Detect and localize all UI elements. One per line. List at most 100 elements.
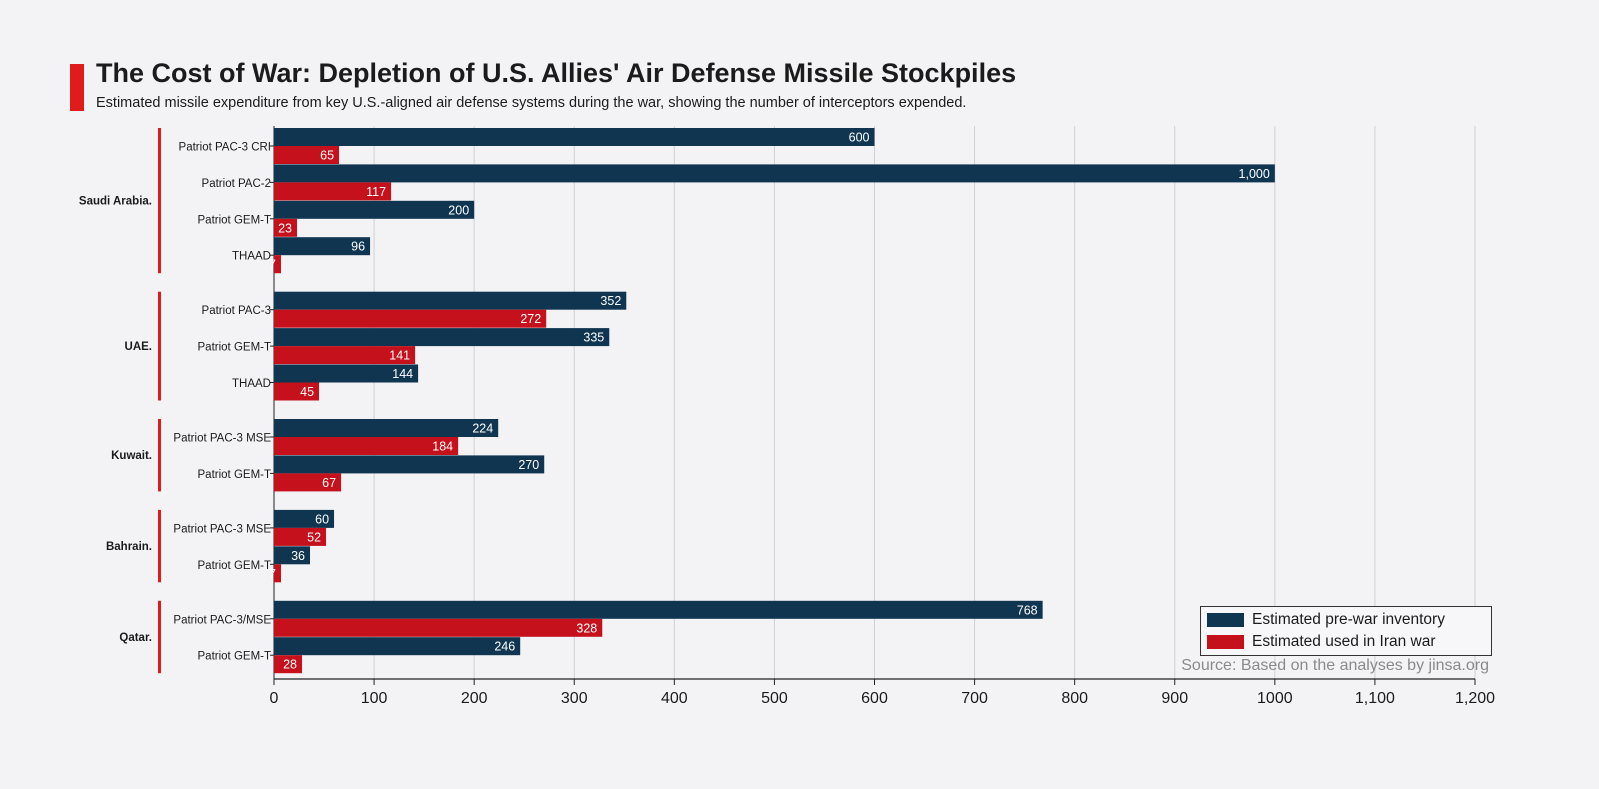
legend-label-inventory: Estimated pre-war inventory xyxy=(1252,611,1445,628)
system-label: Patriot GEM-T xyxy=(198,214,271,226)
system-label: THAAD xyxy=(232,251,271,263)
system-label: Patriot PAC-3 CRI xyxy=(179,142,271,154)
data-label-inventory: 224 xyxy=(472,422,493,436)
bar-used xyxy=(274,473,342,492)
group-bracket xyxy=(158,291,161,401)
bar-used xyxy=(274,146,340,164)
data-label-inventory: 335 xyxy=(583,331,604,345)
bar-used xyxy=(274,309,547,328)
data-label-used: 328 xyxy=(576,621,597,635)
bar-inventory xyxy=(274,364,419,383)
system-label: Patriot GEM-T xyxy=(198,560,271,572)
bar-inventory xyxy=(274,546,311,565)
chart-title: The Cost of War: Depletion of U.S. Allie… xyxy=(96,58,1017,88)
bar-used xyxy=(274,255,282,274)
data-label-used: 67 xyxy=(322,476,336,490)
data-label-used: 272 xyxy=(520,312,541,326)
bar-used xyxy=(274,382,320,401)
data-label-used: 23 xyxy=(278,221,292,235)
data-label-used: 7 xyxy=(269,567,276,581)
data-label-used: 45 xyxy=(300,385,314,399)
x-tick-label: 500 xyxy=(761,690,788,707)
bar-used xyxy=(274,618,603,637)
system-label: THAAD xyxy=(232,378,271,390)
data-label-used: 117 xyxy=(366,185,386,199)
title-accent-bar xyxy=(70,64,84,111)
country-label: UAE. xyxy=(125,341,152,353)
bar-used xyxy=(274,564,282,583)
data-label-inventory: 96 xyxy=(351,240,365,254)
bar-used xyxy=(274,655,303,674)
legend-swatch-inventory xyxy=(1207,613,1244,627)
bar-inventory xyxy=(274,419,499,437)
data-label-inventory: 600 xyxy=(849,131,870,145)
system-label: Patriot GEM-T xyxy=(198,469,271,481)
system-label: Patriot PAC-3 xyxy=(202,305,271,317)
system-label: Patriot PAC-2 xyxy=(202,178,271,190)
x-tick-label: 300 xyxy=(561,690,588,707)
group-bracket xyxy=(158,509,161,583)
data-label-used: 52 xyxy=(307,530,321,544)
x-tick-label: 400 xyxy=(661,690,688,707)
data-label-used: 7 xyxy=(269,258,276,272)
data-label-used: 65 xyxy=(320,149,334,163)
x-tick-label: 100 xyxy=(361,690,388,707)
bar-inventory xyxy=(274,600,1043,619)
bar-used xyxy=(274,527,327,546)
bar-used xyxy=(274,182,392,201)
x-tick-label: 700 xyxy=(961,690,988,707)
data-label-inventory: 36 xyxy=(291,549,305,563)
country-label: Saudi Arabia. xyxy=(79,196,152,208)
system-label: Patriot PAC-3 MSE xyxy=(173,433,271,445)
group-bracket xyxy=(158,419,161,492)
data-label-inventory: 246 xyxy=(494,640,515,654)
system-label: Patriot PAC-3/MSE xyxy=(173,614,271,626)
data-label-used: 184 xyxy=(432,440,453,454)
country-label: Bahrain. xyxy=(106,541,152,553)
x-tick-label: 1,200 xyxy=(1455,690,1495,707)
bar-inventory xyxy=(274,455,545,474)
bar-inventory xyxy=(274,509,335,528)
system-label: Patriot GEM-T xyxy=(198,651,271,663)
data-label-inventory: 352 xyxy=(600,294,621,308)
data-label-inventory: 270 xyxy=(518,458,539,472)
system-label: Patriot GEM-T xyxy=(198,342,271,354)
country-label: Kuwait. xyxy=(111,450,152,462)
system-label: Patriot PAC-3 MSE xyxy=(173,523,271,535)
bar-inventory xyxy=(274,291,627,310)
group-bracket xyxy=(158,128,161,274)
bar-used xyxy=(274,218,298,237)
x-tick-label: 1,100 xyxy=(1355,690,1395,707)
x-tick-label: 800 xyxy=(1061,690,1088,707)
legend-item-inventory: Estimated pre-war inventory xyxy=(1207,610,1445,630)
data-label-used: 28 xyxy=(283,658,297,672)
chart-legend: Estimated pre-war inventory Estimated us… xyxy=(1200,606,1492,656)
legend-label-used: Estimated used in Iran war xyxy=(1252,633,1436,650)
bar-inventory xyxy=(274,237,371,256)
data-label-inventory: 768 xyxy=(1017,603,1038,617)
bar-inventory xyxy=(274,164,1275,183)
x-tick-label: 600 xyxy=(861,690,888,707)
legend-swatch-used xyxy=(1207,635,1244,649)
x-tick-label: 900 xyxy=(1161,690,1188,707)
bar-inventory xyxy=(274,200,475,219)
bar-inventory xyxy=(274,637,521,656)
bar-used xyxy=(274,437,459,455)
data-label-inventory: 200 xyxy=(448,203,469,217)
data-label-inventory: 144 xyxy=(392,367,413,381)
bar-used xyxy=(274,346,416,365)
legend-item-used: Estimated used in Iran war xyxy=(1207,632,1436,652)
x-tick-label: 200 xyxy=(461,690,488,707)
data-label-inventory: 60 xyxy=(315,512,329,526)
chart-subtitle: Estimated missile expenditure from key U… xyxy=(96,95,967,111)
source-note: Source: Based on the analyses by jinsa.o… xyxy=(1181,657,1489,674)
x-tick-label: 1000 xyxy=(1257,690,1293,707)
country-label: Qatar. xyxy=(119,632,152,644)
group-bracket xyxy=(158,600,161,674)
bar-inventory xyxy=(274,328,610,347)
data-label-inventory: 1,000 xyxy=(1239,167,1270,181)
data-label-used: 141 xyxy=(389,349,410,363)
bar-inventory xyxy=(274,128,875,146)
